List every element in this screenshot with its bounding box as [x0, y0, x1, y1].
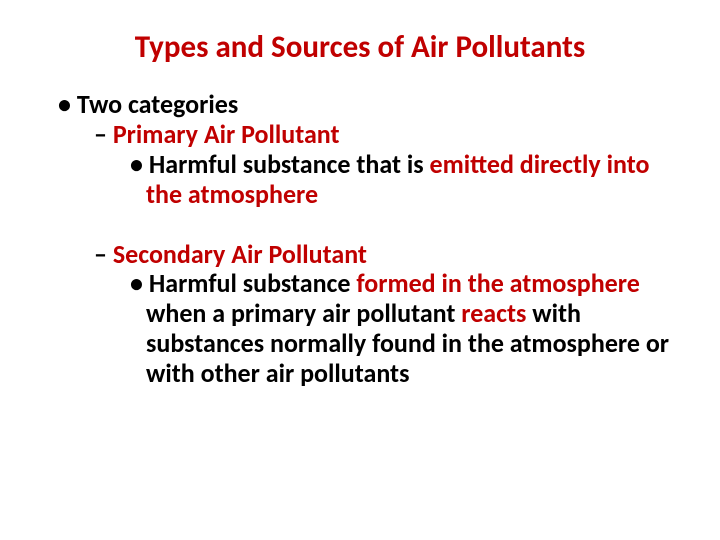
bullet-secondary-pollutant: Secondary Air Pollutant	[94, 240, 672, 270]
bullet-two-categories: Two categories	[58, 90, 672, 120]
bullet-secondary-description: Harmful substance formed in the atmosphe…	[130, 269, 672, 389]
slide-title: Types and Sources of Air Pollutants	[48, 28, 672, 66]
text-segment: Harmful substance that is	[149, 148, 430, 180]
text-segment-emphasis: reacts	[461, 297, 526, 329]
bullet-primary-pollutant: Primary Air Pollutant	[94, 120, 672, 150]
spacer	[48, 210, 672, 240]
slide-container: Types and Sources of Air Pollutants Two …	[0, 0, 720, 540]
bullet-primary-description: Harmful substance that is emitted direct…	[130, 150, 672, 210]
text-segment-emphasis: formed in the atmosphere	[356, 267, 639, 299]
text-segment: Harmful substance	[149, 267, 357, 299]
text-segment: when a primary air pollutant	[146, 297, 461, 329]
